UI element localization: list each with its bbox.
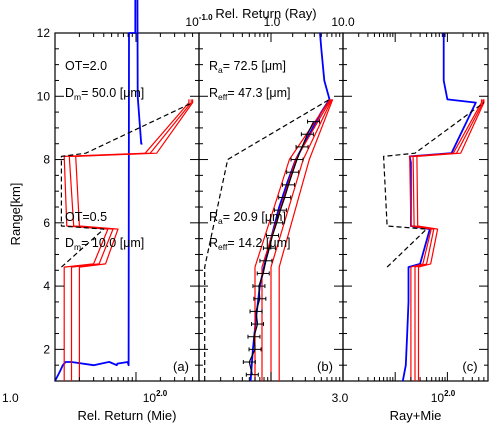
- tick-marks: [54, 33, 489, 381]
- panel-letter: (a): [173, 359, 189, 374]
- annotation: Reff= 47.3 [μm]: [209, 86, 290, 102]
- series-layer: [54, 0, 485, 382]
- x-tick-label: 1.0: [2, 391, 19, 405]
- series-line: [63, 99, 190, 381]
- panel-letter: (b): [317, 359, 333, 374]
- y-axis-title: Range[km]: [8, 183, 23, 246]
- series-line: [204, 98, 330, 381]
- series-line: [412, 99, 484, 381]
- y-tick-label: 2: [43, 342, 50, 356]
- series-line: [383, 102, 485, 268]
- top-tick-label: 10-1.0: [185, 13, 213, 29]
- annotation: Ra= 20.9 [μm]: [209, 210, 286, 226]
- series-line: [68, 99, 192, 381]
- series-line: [416, 99, 485, 381]
- x-tick-label: 102.0: [431, 389, 456, 405]
- annotation: OT=0.5: [65, 210, 107, 224]
- annotation: Ra= 72.5 [μm]: [209, 59, 286, 75]
- x-tick-label: 102.0: [143, 389, 168, 405]
- y-tick-label: 6: [43, 216, 50, 230]
- top-tick-label: 10.0: [331, 15, 355, 29]
- x-axis-title: Rel. Return (Mie): [78, 408, 177, 423]
- y-tick-label: 8: [43, 153, 50, 167]
- annotation: OT=2.0: [65, 59, 107, 73]
- top-tick-label: 1.0: [264, 15, 281, 29]
- panel-letter: (c): [462, 359, 477, 374]
- y-tick-label: 12: [37, 26, 51, 40]
- label-layer: 2 4 6 8 10 12 10-1.0 1.0 10.0 (a) 1.0 102.0 Rel. Ret…: [2, 13, 478, 423]
- x-tick-label: 3.0: [332, 391, 349, 405]
- series-line: [278, 99, 334, 381]
- series-line: [270, 99, 333, 381]
- series-line: [54, 0, 143, 382]
- y-tick-label: 10: [37, 89, 51, 103]
- top-axis-title: Rel. Return (Ray): [215, 6, 316, 21]
- annotation: Dm= 50.0 [μm]: [65, 86, 144, 102]
- annotation: Reff= 14.2 [μm]: [209, 236, 290, 252]
- x-axis-title: Ray+Mie: [390, 408, 442, 423]
- series-line: [409, 99, 483, 381]
- y-tick-label: 4: [43, 279, 50, 293]
- annotation: Dm= 10.0 [μm]: [65, 236, 144, 252]
- series-line: [75, 99, 194, 381]
